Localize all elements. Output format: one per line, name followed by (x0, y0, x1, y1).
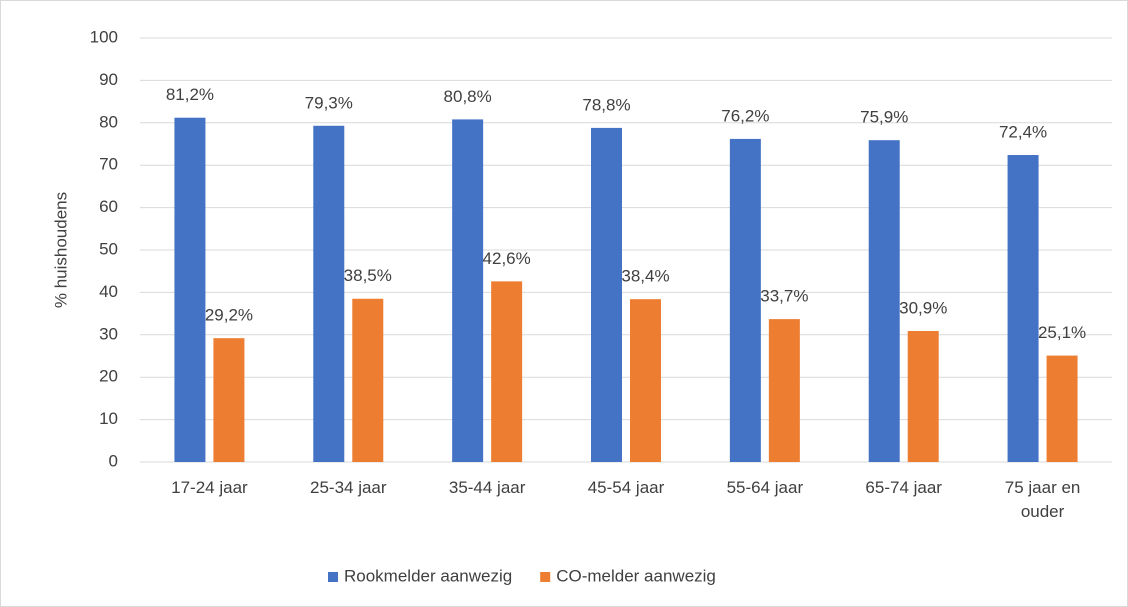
legend-swatch (540, 572, 551, 582)
bar (630, 299, 661, 462)
bar (591, 127, 622, 462)
bar (868, 140, 900, 462)
legend-label: CO-melder aanwezig (556, 566, 716, 585)
y-tick-label: 90 (99, 70, 118, 89)
bar (313, 125, 345, 462)
data-label: 30,9% (899, 298, 947, 317)
x-tick-label: 65-74 jaar (865, 478, 942, 497)
data-label: 33,7% (760, 287, 808, 306)
x-tick-label: 25-34 jaar (310, 478, 387, 497)
data-label: 78,8% (582, 95, 630, 114)
bar (907, 330, 939, 462)
x-tick-label: 17-24 jaar (171, 478, 248, 497)
data-label: 25,1% (1038, 323, 1086, 342)
x-tick-label: 35-44 jaar (448, 478, 526, 497)
bar (768, 319, 800, 462)
data-label: 79,3% (305, 93, 353, 112)
y-tick-label: 0 (109, 451, 118, 470)
data-label: 38,4% (621, 267, 669, 286)
y-tick-label: 60 (99, 197, 118, 216)
data-label: 76,2% (721, 106, 769, 125)
data-label: 29,2% (205, 306, 253, 325)
y-tick-label: 80 (99, 112, 118, 131)
bar (352, 298, 384, 462)
x-tick-label: 45-54 jaar (587, 478, 665, 497)
x-tick-label: 75 jaar en ouder (1004, 478, 1081, 521)
bar (213, 338, 245, 462)
data-label: 38,5% (344, 266, 392, 285)
legend-swatch (328, 572, 338, 582)
y-tick-label: 10 (99, 409, 118, 428)
y-tick-label: 50 (99, 239, 118, 258)
y-axis-label: % huishoudens (51, 192, 70, 308)
bar (1046, 355, 1078, 462)
bar (1007, 155, 1039, 463)
x-tick-label: 55-64 jaar (726, 478, 804, 497)
bar (729, 138, 761, 463)
bar (174, 117, 206, 462)
data-label: 75,9% (860, 108, 908, 127)
data-label: 42,6% (483, 249, 531, 268)
y-tick-label: 70 (99, 155, 118, 174)
bar (452, 119, 484, 463)
data-label: 81,2% (166, 85, 214, 104)
legend-label: Rookmelder aanwezig (344, 566, 512, 585)
y-tick-label: 40 (99, 282, 118, 301)
y-tick-label: 20 (99, 367, 118, 386)
y-tick-label: 30 (99, 324, 118, 343)
data-label: 80,8% (444, 87, 492, 106)
y-tick-label: 100 (90, 27, 118, 46)
bar (491, 281, 523, 462)
data-label: 72,4% (999, 123, 1047, 142)
